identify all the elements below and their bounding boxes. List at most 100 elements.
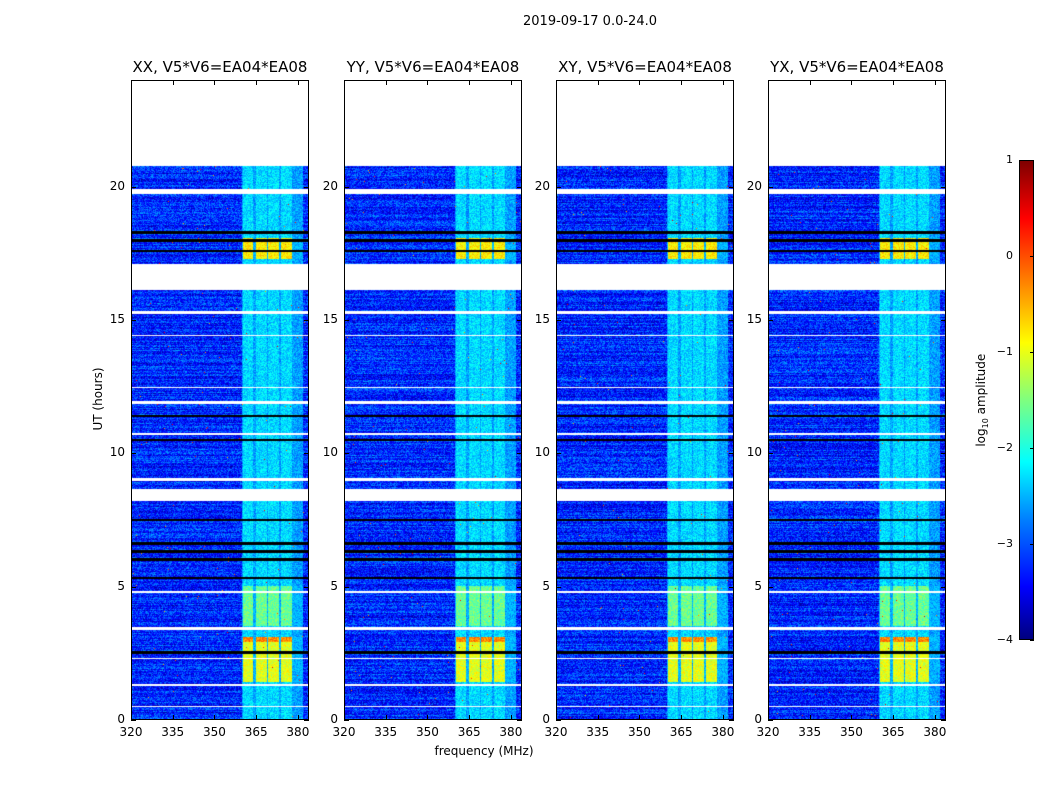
x-tick xyxy=(597,715,599,720)
y-tick xyxy=(556,186,561,188)
y-tick xyxy=(131,453,136,455)
y-tick xyxy=(304,720,309,721)
x-tick xyxy=(131,715,132,720)
x-tick xyxy=(469,80,471,85)
y-tick xyxy=(517,186,522,188)
panel-title: XX, V5*V6=EA04*EA08 xyxy=(132,58,308,76)
heatmap-image xyxy=(557,81,733,719)
x-tick xyxy=(722,715,724,720)
x-tick-label: 335 xyxy=(586,725,610,739)
x-tick-label: 380 xyxy=(923,725,947,739)
y-tick-label: 0 xyxy=(330,712,338,726)
y-tick xyxy=(768,586,773,588)
x-tick xyxy=(597,80,599,85)
x-tick xyxy=(681,715,683,720)
x-tick xyxy=(344,80,345,85)
heatmap-image xyxy=(769,81,945,719)
heatmap-image xyxy=(132,81,308,719)
y-tick-label: 20 xyxy=(322,178,338,193)
x-tick xyxy=(510,715,512,720)
x-tick xyxy=(427,80,429,85)
x-tick xyxy=(768,80,769,85)
x-tick xyxy=(510,80,512,85)
y-tick-label: 20 xyxy=(746,178,762,193)
y-tick xyxy=(517,320,522,321)
y-tick xyxy=(131,586,136,588)
x-tick-label: 335 xyxy=(374,725,398,739)
x-tick-label: 320 xyxy=(544,725,568,739)
x-tick xyxy=(681,80,683,85)
x-tick xyxy=(297,80,299,85)
y-tick xyxy=(941,586,946,588)
y-tick xyxy=(941,720,946,721)
colorbar-tick xyxy=(1030,256,1034,257)
x-tick xyxy=(893,715,895,720)
y-tick-label: 15 xyxy=(534,312,550,326)
x-tick xyxy=(639,715,641,720)
y-axis-label: UT (hours) xyxy=(91,367,105,431)
x-tick-label: 365 xyxy=(669,725,693,739)
x-tick-label: 335 xyxy=(161,725,185,739)
x-tick-label: 380 xyxy=(499,725,523,739)
colorbar-tick-label: −3 xyxy=(996,537,1013,550)
x-tick xyxy=(809,80,811,85)
y-tick-label: 15 xyxy=(322,312,338,326)
x-axis-label: frequency (MHz) xyxy=(434,744,534,758)
colorbar-tick xyxy=(1030,160,1034,161)
x-tick-label: 365 xyxy=(457,725,481,739)
x-tick xyxy=(172,715,174,720)
colorbar-tick xyxy=(1030,352,1034,353)
panel-title: YX, V5*V6=EA04*EA08 xyxy=(770,58,944,76)
y-tick xyxy=(556,586,561,588)
x-tick-label: 350 xyxy=(839,725,863,739)
y-tick xyxy=(344,320,349,321)
colorbar-tick-label: −1 xyxy=(996,345,1013,358)
y-tick xyxy=(304,320,309,321)
y-tick xyxy=(768,453,773,455)
x-tick-label: 350 xyxy=(627,725,651,739)
x-tick xyxy=(809,715,811,720)
y-tick xyxy=(344,720,349,721)
y-tick xyxy=(556,453,561,455)
colorbar-label-suffix: amplitude xyxy=(973,353,988,419)
y-tick-label: 0 xyxy=(542,712,550,726)
x-tick xyxy=(934,80,936,85)
waterfall-panel xyxy=(556,80,734,720)
y-tick xyxy=(729,186,734,188)
colorbar-tick-label: 1 xyxy=(1006,153,1013,166)
y-tick xyxy=(344,586,349,588)
y-tick-label: 5 xyxy=(542,578,550,593)
x-tick xyxy=(469,715,471,720)
colorbar-label-prefix: log xyxy=(973,428,988,447)
y-tick xyxy=(941,186,946,188)
x-tick xyxy=(768,715,769,720)
x-tick xyxy=(934,715,936,720)
x-tick xyxy=(556,80,557,85)
y-tick xyxy=(131,720,136,721)
y-tick-label: 5 xyxy=(754,578,762,593)
colorbar-tick xyxy=(1030,640,1034,641)
y-tick-label: 15 xyxy=(109,312,125,326)
y-tick xyxy=(729,320,734,321)
colorbar-tick xyxy=(1030,448,1034,449)
x-tick xyxy=(131,80,132,85)
x-tick-label: 320 xyxy=(119,725,143,739)
x-tick xyxy=(385,80,387,85)
heatmap-image xyxy=(345,81,521,719)
colorbar-tick-label: −4 xyxy=(996,633,1013,646)
x-tick xyxy=(344,715,345,720)
y-tick-label: 0 xyxy=(754,712,762,726)
x-tick-label: 335 xyxy=(798,725,822,739)
panel-title: YY, V5*V6=EA04*EA08 xyxy=(346,58,520,76)
y-tick xyxy=(768,186,773,188)
colorbar-tick-label: 0 xyxy=(1006,249,1013,262)
y-tick xyxy=(729,720,734,721)
y-tick-label: 10 xyxy=(109,445,125,460)
y-tick-label: 5 xyxy=(117,578,125,593)
y-tick xyxy=(729,586,734,588)
x-tick-label: 350 xyxy=(202,725,226,739)
x-tick xyxy=(256,80,258,85)
x-tick-label: 380 xyxy=(711,725,735,739)
y-tick-label: 20 xyxy=(534,178,550,193)
